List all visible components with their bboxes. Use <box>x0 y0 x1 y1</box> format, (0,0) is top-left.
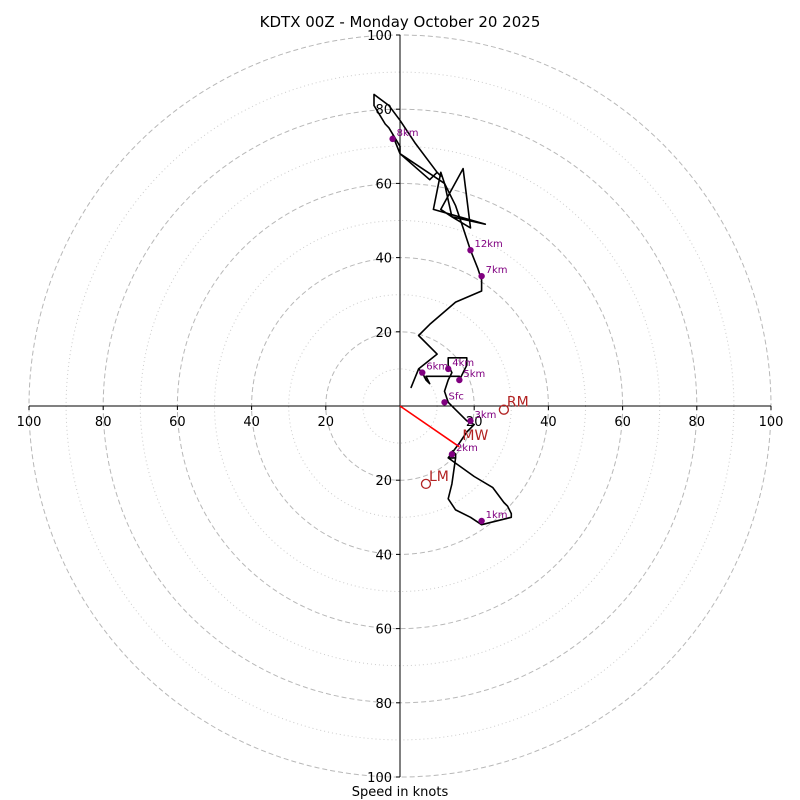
tick-label-down-80: 80 <box>375 697 392 712</box>
tick-label-right-40: 40 <box>540 415 557 430</box>
tick-labels: 2020202040404040606060608080808010010010… <box>17 29 784 786</box>
height-label-1km: 1km <box>486 510 508 521</box>
height-marker-4km <box>445 365 452 373</box>
tick-label-right-60: 60 <box>614 415 631 430</box>
storm-motion-label-rm: RM <box>507 395 529 411</box>
storm-motions: RM LM MW <box>420 395 529 490</box>
tick-label-left-20: 20 <box>318 415 335 430</box>
hodograph-trace <box>373 93 513 526</box>
height-label-sfc: Sfc <box>449 391 464 402</box>
tick-label-up-60: 60 <box>375 177 392 192</box>
height-marker-sfc <box>441 399 448 406</box>
height-marker-8km <box>389 135 396 143</box>
storm-motion-label-mw: MW <box>462 428 488 444</box>
tick-label-up-40: 40 <box>375 252 392 267</box>
tick-label-down-100: 100 <box>367 771 392 786</box>
tick-label-down-60: 60 <box>375 623 392 638</box>
height-marker-6km <box>419 369 426 376</box>
height-label-7km: 7km <box>486 265 508 276</box>
storm-motion-label-lm: LM <box>429 469 449 485</box>
height-marker-3km <box>467 417 474 425</box>
x-axis-label: Speed in knots <box>352 785 449 800</box>
height-label-12km: 12km <box>474 239 502 250</box>
height-label-3km: 3km <box>474 410 496 421</box>
tick-label-up-20: 20 <box>375 326 392 341</box>
storm-motion-marker-lm <box>420 478 432 490</box>
height-marker-2km <box>448 451 456 458</box>
height-marker-7km <box>478 272 485 280</box>
tick-label-down-20: 20 <box>375 474 392 489</box>
tick-label-right-80: 80 <box>689 415 706 430</box>
height-label-8km: 8km <box>397 128 419 139</box>
tick-label-left-40: 40 <box>243 415 260 430</box>
height-marker-5km <box>456 376 463 384</box>
tick-label-down-40: 40 <box>375 548 392 563</box>
height-label-6km: 6km <box>426 362 448 373</box>
tick-label-left-80: 80 <box>95 415 112 430</box>
tick-label-left-100: 100 <box>17 415 42 430</box>
height-label-4km: 4km <box>452 358 474 369</box>
tick-label-right-100: 100 <box>759 415 784 430</box>
hodograph-line <box>373 93 513 526</box>
height-marker-12km <box>467 246 474 254</box>
height-marker-1km <box>478 517 485 525</box>
height-label-5km: 5km <box>463 369 485 380</box>
chart-title: KDTX 00Z - Monday October 20 2025 <box>260 13 541 31</box>
tick-label-left-60: 60 <box>169 415 186 430</box>
storm-motion-marker-rm <box>498 404 510 415</box>
height-label-2km: 2km <box>456 443 478 454</box>
tick-label-up-100: 100 <box>367 29 392 44</box>
mean-wind-vector <box>399 405 460 448</box>
